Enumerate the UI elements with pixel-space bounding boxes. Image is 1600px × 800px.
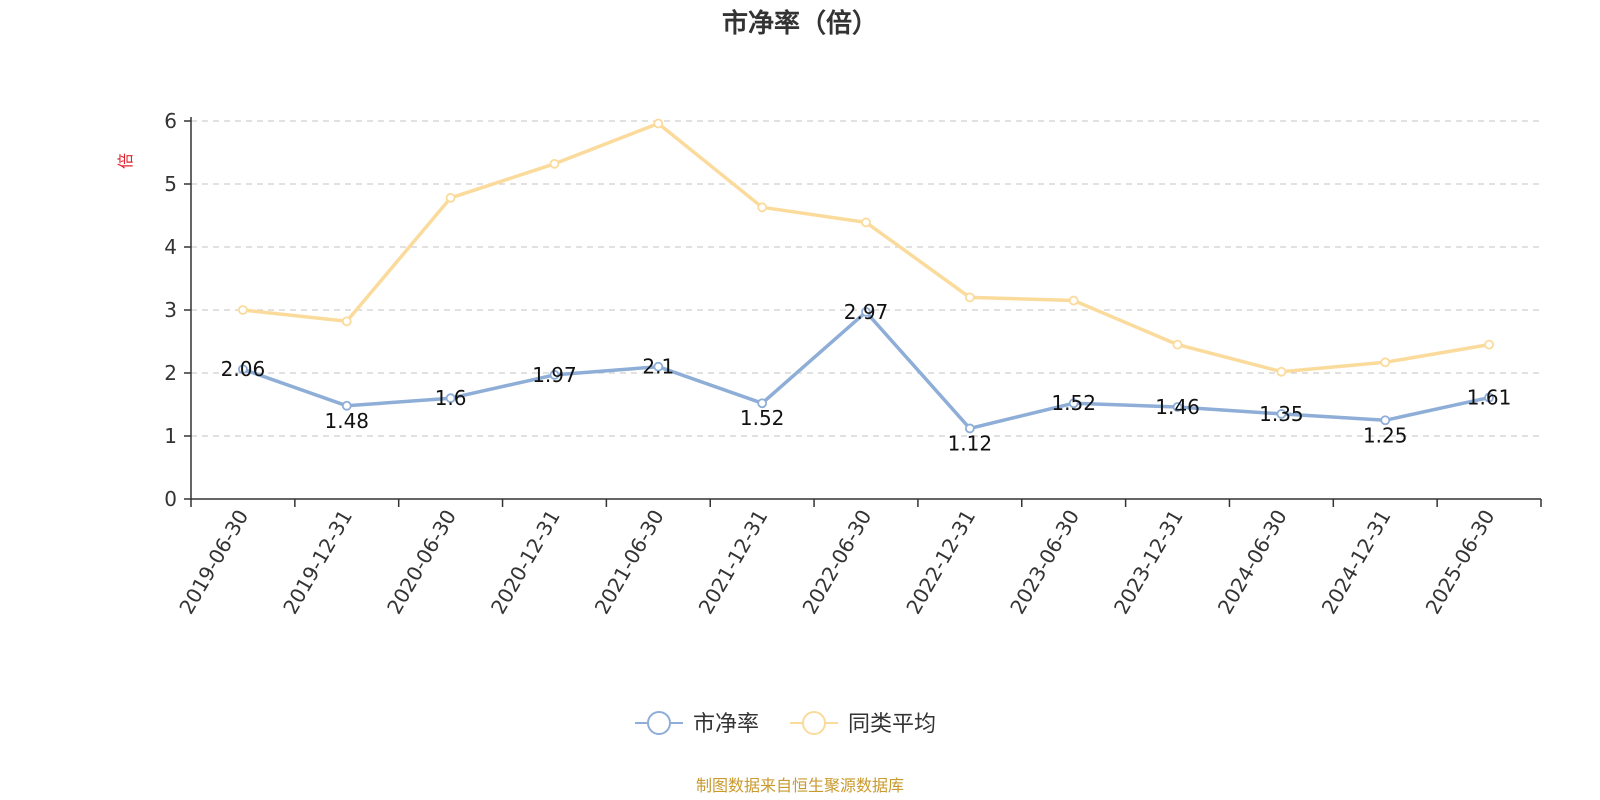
legend-label: 同类平均 [848, 712, 936, 737]
data-point [1484, 392, 1494, 403]
data-point [653, 118, 664, 129]
y-tick-label: 4 [164, 235, 177, 259]
data-point [238, 305, 248, 315]
y-tick-label: 5 [164, 172, 177, 196]
data-point [1172, 402, 1183, 412]
data-point [1380, 415, 1391, 426]
y-tick-label: 2 [164, 361, 177, 385]
x-tick-label: 2021-06-30 [590, 506, 669, 619]
x-tick-label: 2023-12-31 [1109, 506, 1188, 619]
data-point [1380, 357, 1391, 368]
x-tick-label: 2022-12-31 [901, 506, 980, 619]
series-layer [238, 118, 1494, 434]
y-tick-label: 1 [164, 424, 177, 448]
data-label: 1.48 [325, 409, 370, 433]
data-point [341, 316, 352, 327]
data-point [549, 158, 560, 169]
data-point [341, 400, 352, 411]
data-point [964, 292, 975, 303]
y-tick-label: 3 [164, 298, 177, 322]
x-tick-label: 2022-06-30 [797, 506, 876, 619]
data-point [653, 361, 664, 372]
legend-item-1[interactable]: 同类平均 [790, 711, 936, 737]
data-point [757, 202, 768, 213]
series-line [242, 121, 1490, 374]
data-label: 1.46 [1155, 395, 1200, 419]
x-tick-label: 2019-06-30 [174, 506, 253, 619]
data-point [1484, 339, 1494, 350]
x-tick-label: 2024-06-30 [1213, 506, 1292, 619]
data-label: 1.61 [1467, 386, 1512, 410]
y-axis-unit-label: 倍 [116, 153, 135, 169]
data-point [238, 364, 248, 375]
legend-marker [647, 711, 671, 735]
data-point [549, 369, 560, 380]
legend-item-0[interactable]: 市净率 [635, 711, 759, 737]
x-tick-label: 2020-12-31 [486, 506, 565, 619]
data-labels: 2.06 1.48 1.6 1.97 2.1 1.52 2.97 1.12 1.52 1.46 1.… [221, 300, 1512, 456]
data-point [1068, 295, 1079, 306]
data-point [1068, 398, 1079, 409]
data-label: 1.12 [948, 431, 993, 455]
data-point [964, 423, 975, 434]
data-label: 1.97 [532, 363, 577, 387]
x-tick-label: 2024-12-31 [1317, 506, 1396, 619]
data-label: 1.25 [1363, 423, 1408, 447]
source-note: 制图数据来自恒生聚源数据库 [696, 776, 904, 795]
x-tick-label: 2023-06-30 [1005, 506, 1084, 619]
legend[interactable]: 市净率 同类平均 [635, 711, 936, 737]
data-point [1276, 366, 1287, 377]
data-point [445, 192, 456, 203]
data-label: 1.52 [740, 406, 785, 430]
data-label: 1.6 [435, 386, 467, 410]
data-point [1276, 409, 1287, 419]
data-label: 2.1 [642, 355, 674, 379]
y-tick-label: 6 [164, 109, 177, 133]
x-tick-label: 2025-06-30 [1421, 506, 1500, 619]
data-point [757, 398, 768, 409]
y-tick-label: 0 [164, 487, 177, 511]
data-label: 2.06 [221, 357, 266, 381]
data-point [1172, 339, 1183, 350]
chart-title: 市净率（倍） [722, 8, 878, 39]
x-tick-label: 2019-12-31 [278, 506, 357, 619]
data-label: 1.52 [1051, 391, 1096, 415]
data-point [861, 217, 871, 228]
x-tick-label: 2021-12-31 [694, 506, 773, 619]
legend-label: 市净率 [693, 712, 759, 737]
series-0 [238, 306, 1494, 434]
data-label: 2.97 [844, 300, 889, 324]
x-tick-label: 2020-06-30 [382, 505, 461, 618]
series-1 [238, 118, 1494, 377]
legend-marker [802, 711, 826, 735]
data-point [445, 393, 456, 404]
axes: 0 1 2 3 4 5 6 2019-06-30 2019-12-31 2020-06-30 202… [164, 109, 1542, 619]
data-label: 1.35 [1259, 402, 1304, 426]
data-point [861, 306, 871, 317]
grid-lines [191, 120, 1541, 437]
